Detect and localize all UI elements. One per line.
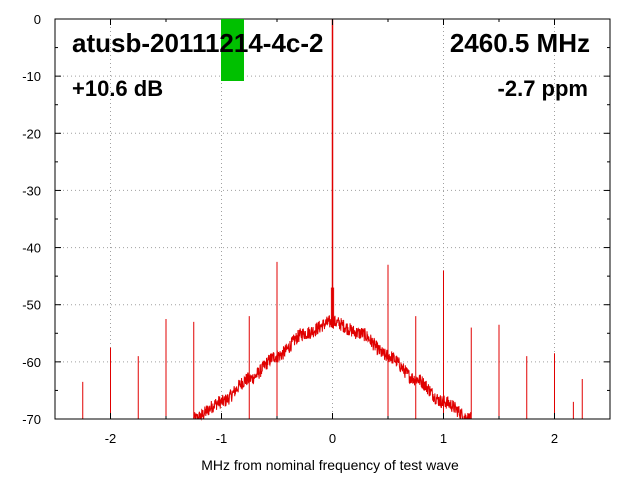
y-tick-label: -60 [22, 355, 41, 370]
spur-series [82, 261, 583, 419]
y-tick-label: -30 [22, 183, 41, 198]
frequency-label: 2460.5 MHz [450, 28, 590, 58]
noise-series [193, 19, 472, 421]
marker-block [221, 19, 244, 81]
y-tick-label: 0 [34, 12, 41, 27]
offset-label: -2.7 ppm [498, 76, 588, 101]
noise-trace [193, 315, 472, 421]
y-axis: 0 -10 -20 -30 -40 -50 -60 -70 [22, 12, 610, 427]
y-tick-label: -40 [22, 241, 41, 256]
y-tick-label: -70 [22, 412, 41, 427]
y-tick-label: -50 [22, 298, 41, 313]
grid [55, 19, 610, 419]
x-tick-label: 0 [329, 431, 336, 446]
x-tick-label: 1 [440, 431, 447, 446]
y-tick-label: -20 [22, 126, 41, 141]
x-axis-title: MHz from nominal frequency of test wave [201, 457, 459, 473]
device-id-label: atusb-20111214-4c-2 [72, 28, 324, 58]
x-tick-label: -2 [105, 431, 117, 446]
x-tick-label: -1 [216, 431, 228, 446]
y-tick-label: -10 [22, 69, 41, 84]
x-tick-label: 2 [551, 431, 558, 446]
plot-frame [54, 18, 611, 420]
level-label: +10.6 dB [72, 76, 163, 101]
